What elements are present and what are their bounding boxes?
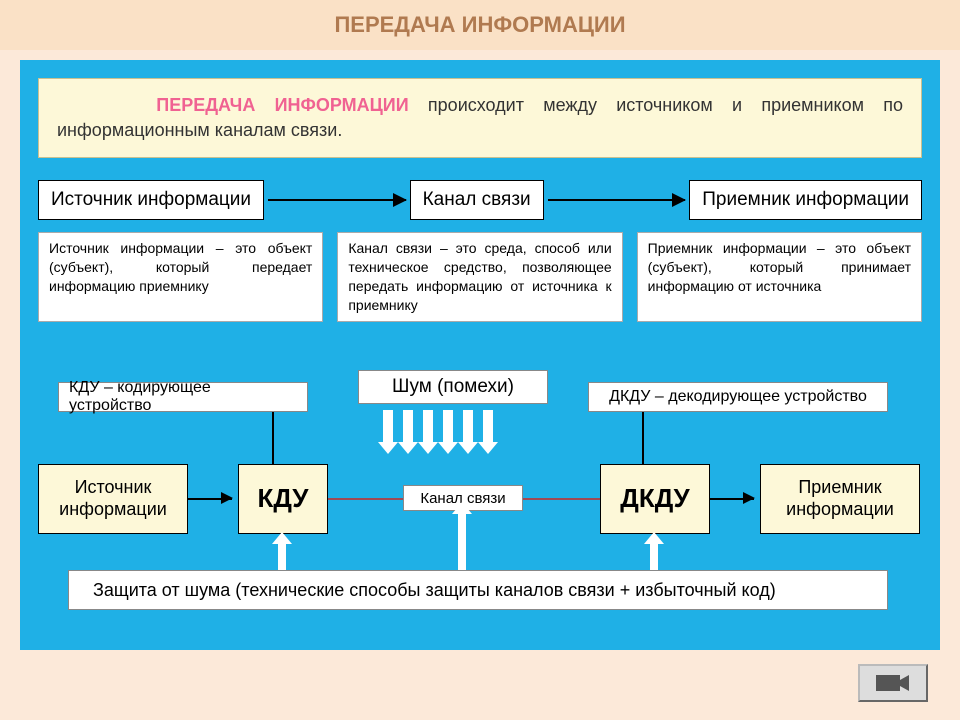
- definition-box: ПЕРЕДАЧА ИНФОРМАЦИИ происходит между ист…: [38, 78, 922, 158]
- receiver-box: Приемник информации: [689, 180, 922, 220]
- kdu-connector: [272, 412, 274, 464]
- noise-arrow-icon: [403, 410, 413, 444]
- dkdu-label-box: ДКДУ – декодирующее устройство: [588, 382, 888, 412]
- protect-arrow-channel: [458, 512, 466, 570]
- noise-arrow-icon: [383, 410, 393, 444]
- channel-description: Канал связи – это среда, способ или техн…: [337, 232, 622, 322]
- channel-box: Канал связи: [410, 180, 544, 220]
- dkdu-box: ДКДУ: [600, 464, 710, 534]
- noise-arrows: [383, 410, 493, 444]
- noise-arrow-icon: [483, 410, 493, 444]
- camera-icon: [875, 672, 911, 694]
- arrow-channel-receiver: [548, 199, 686, 201]
- dkdu-connector: [642, 412, 644, 464]
- noise-arrow-icon: [463, 410, 473, 444]
- kdu-box: КДУ: [238, 464, 328, 534]
- source-box: Источник информации: [38, 180, 264, 220]
- arrow-dkdu-recv: [710, 498, 754, 500]
- top-chain: Источник информации Канал связи Приемник…: [38, 180, 922, 220]
- arrow-src-kdu: [188, 498, 232, 500]
- lower-diagram: КДУ – кодирующее устройство Шум (помехи)…: [38, 370, 922, 632]
- descriptions-row: Источник информации – это объект (субъек…: [38, 232, 922, 322]
- protection-text: Защита от шума (технические способы защи…: [93, 580, 776, 601]
- lower-receiver-box: Приемник информации: [760, 464, 920, 534]
- definition-highlight: ПЕРЕДАЧА ИНФОРМАЦИИ: [156, 95, 408, 115]
- lower-source-box: Источник информации: [38, 464, 188, 534]
- protect-arrow-kdu: [278, 542, 286, 570]
- arrow-source-channel: [268, 199, 406, 201]
- kdu-label-box: КДУ – кодирующее устройство: [58, 382, 308, 412]
- source-description: Источник информации – это объект (субъек…: [38, 232, 323, 322]
- main-panel: ПЕРЕДАЧА ИНФОРМАЦИИ происходит между ист…: [20, 60, 940, 650]
- noise-arrow-icon: [443, 410, 453, 444]
- protection-box: Защита от шума (технические способы защи…: [68, 570, 888, 610]
- page-title: ПЕРЕДАЧА ИНФОРМАЦИИ: [0, 0, 960, 50]
- noise-box: Шум (помехи): [358, 370, 548, 404]
- camera-button[interactable]: [858, 664, 928, 702]
- receiver-description: Приемник информации – это объект (субъек…: [637, 232, 922, 322]
- protect-arrow-dkdu: [650, 542, 658, 570]
- noise-arrow-icon: [423, 410, 433, 444]
